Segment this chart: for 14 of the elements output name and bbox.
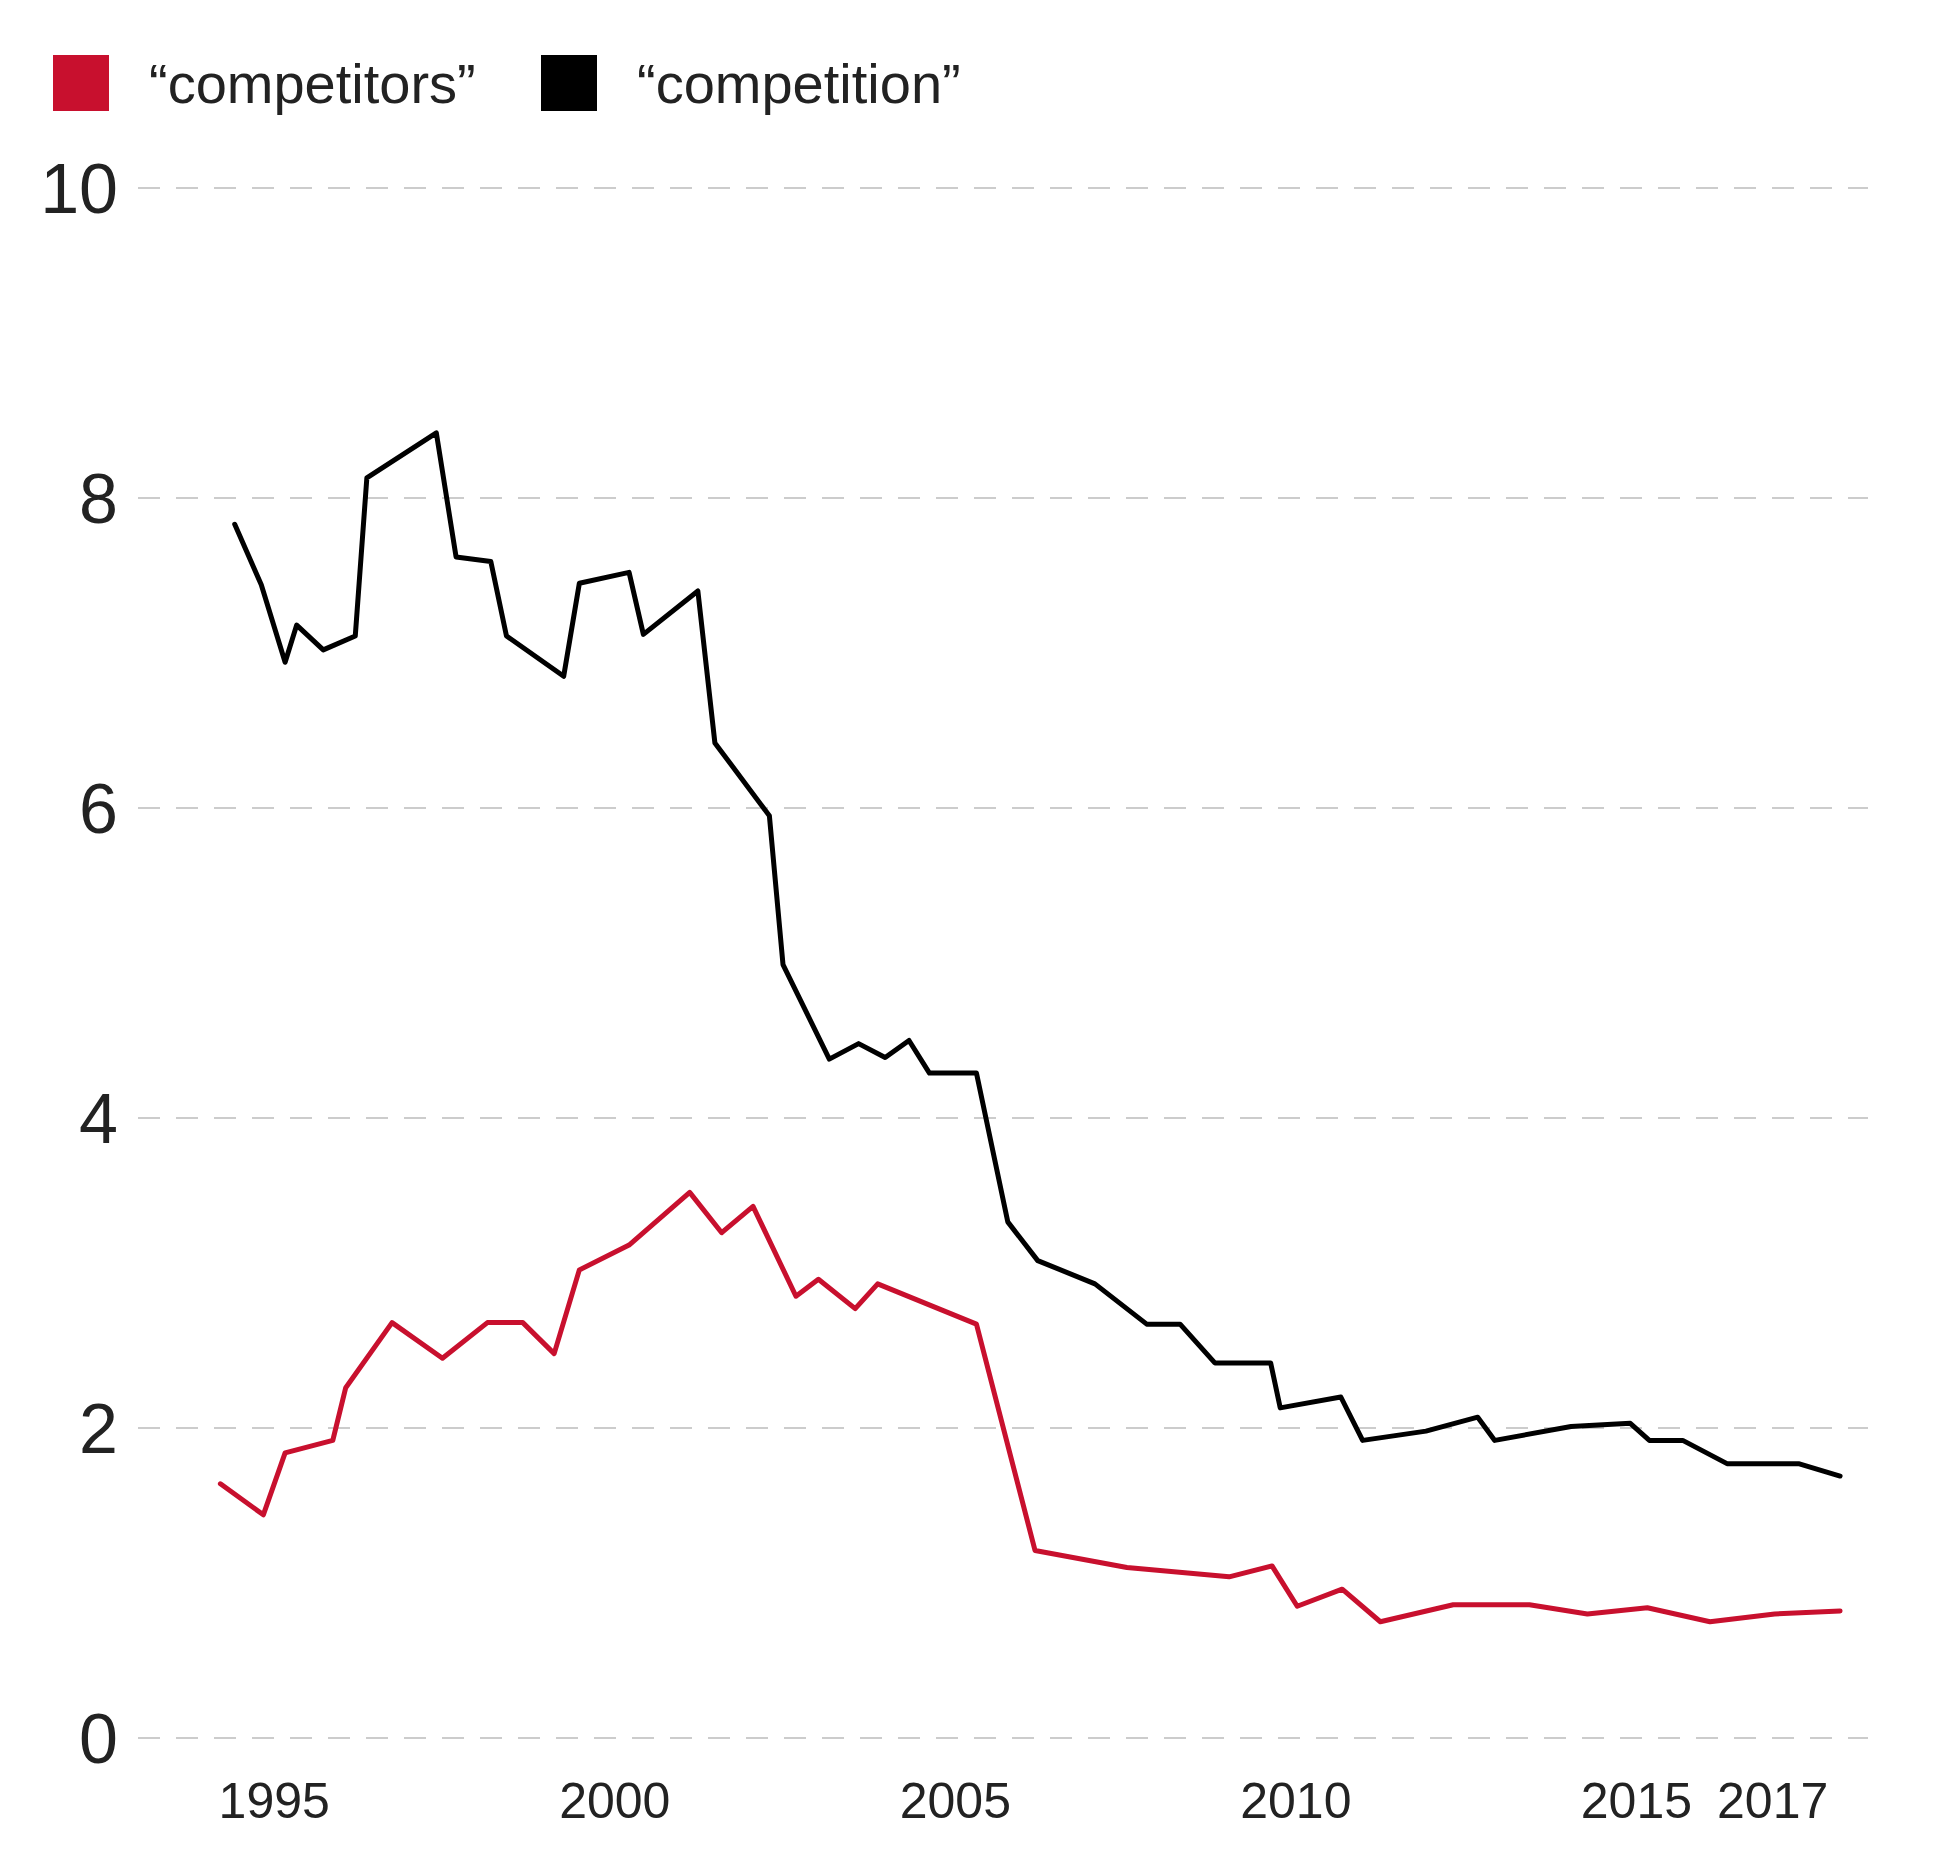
y-tick-label: 6 <box>79 769 118 848</box>
x-tick-label: 2010 <box>1240 1773 1352 1829</box>
y-tick-label: 4 <box>79 1079 118 1158</box>
y-tick-label: 0 <box>79 1699 118 1778</box>
x-tick-label: 2000 <box>559 1773 671 1829</box>
x-tick-label: 1995 <box>218 1773 330 1829</box>
legend-label: “competition” <box>637 52 961 115</box>
legend-label: “competitors” <box>149 52 476 115</box>
x-tick-label: 2015 <box>1580 1773 1693 1829</box>
x-tick-label: 2017 <box>1717 1773 1829 1829</box>
y-tick-label: 8 <box>79 459 118 538</box>
x-tick-label: 2005 <box>899 1773 1011 1829</box>
y-tick-label: 2 <box>79 1389 118 1468</box>
y-tick-label: 10 <box>40 149 118 228</box>
